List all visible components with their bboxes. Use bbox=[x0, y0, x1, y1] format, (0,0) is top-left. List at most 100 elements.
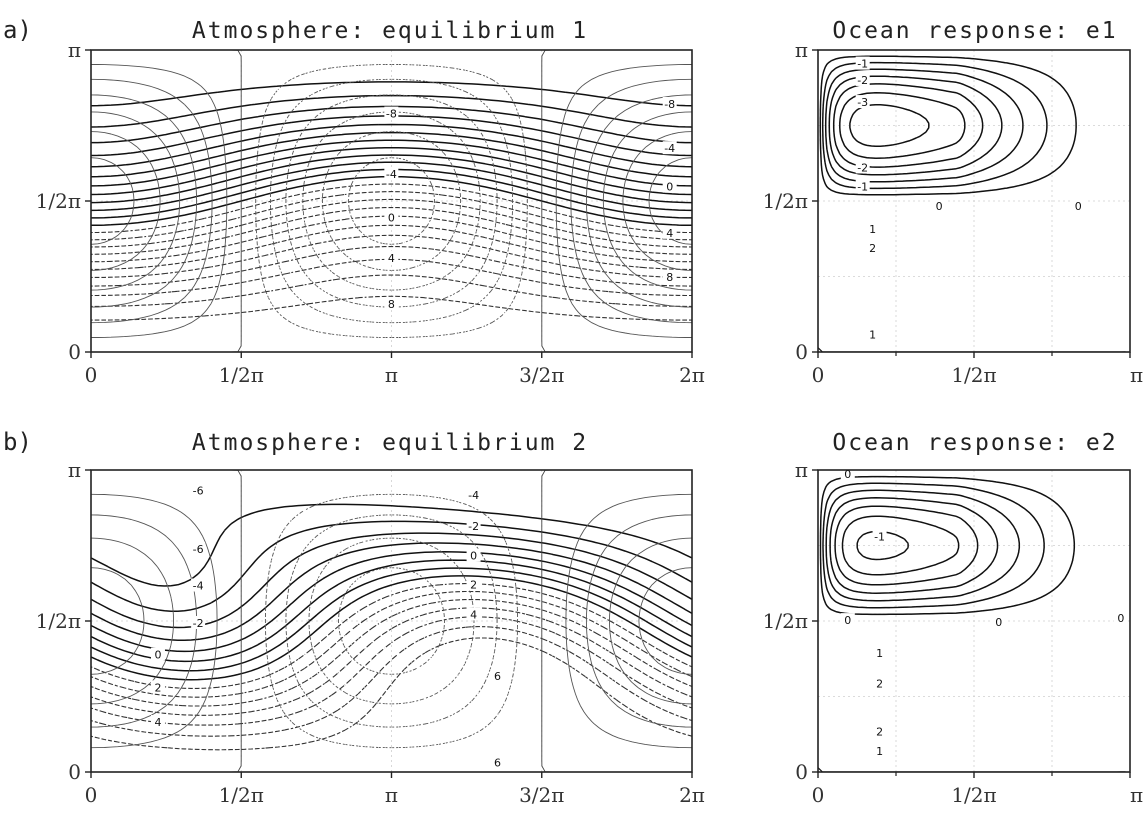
contour-line bbox=[91, 131, 692, 271]
contour-label: 0 bbox=[154, 649, 161, 662]
contour-line bbox=[91, 295, 692, 321]
contour-line bbox=[91, 514, 692, 728]
contour-line bbox=[91, 532, 692, 629]
contour-label-bg bbox=[191, 615, 206, 629]
contour-line bbox=[91, 175, 692, 227]
contour-label: -2 bbox=[857, 161, 868, 174]
contour-label-bg bbox=[191, 483, 206, 497]
y-tick-label: π bbox=[68, 38, 81, 62]
contour-line bbox=[91, 94, 692, 308]
contour-line bbox=[255, 64, 528, 338]
contour-label: -2 bbox=[468, 520, 479, 533]
y-tick-label: 0 bbox=[68, 760, 81, 784]
contour-label: -4 bbox=[664, 142, 675, 155]
contour-line bbox=[91, 590, 692, 698]
contour-line bbox=[834, 505, 979, 586]
contours-a-atm bbox=[91, 50, 692, 352]
contour-line bbox=[91, 245, 692, 287]
contour-label: 1 bbox=[876, 647, 883, 660]
contour-line bbox=[308, 537, 475, 705]
contour-label: 0 bbox=[1117, 612, 1124, 625]
contour-label: 0 bbox=[1075, 200, 1082, 213]
contour-line bbox=[91, 607, 692, 716]
contour-line bbox=[822, 482, 1045, 609]
y-tick-label: 1/2π bbox=[36, 609, 81, 633]
contour-label-bg bbox=[1113, 611, 1128, 625]
contour-line bbox=[819, 55, 1077, 196]
contour-label: 4 bbox=[388, 252, 395, 265]
contour-label: 4 bbox=[666, 227, 673, 240]
x-tick-label: 0 bbox=[85, 783, 98, 807]
contour-label: -4 bbox=[193, 580, 204, 593]
y-tick-label: π bbox=[795, 458, 808, 482]
contour-label-bg bbox=[191, 578, 206, 592]
contour-line bbox=[91, 206, 692, 255]
contour-label-bg bbox=[384, 106, 399, 120]
contour-label-bg bbox=[855, 72, 870, 86]
contour-line bbox=[91, 274, 692, 307]
contour-label-bg bbox=[466, 577, 481, 591]
contour-label-bg bbox=[466, 548, 481, 562]
contour-label: -2 bbox=[193, 617, 204, 630]
contour-label-bg bbox=[662, 225, 677, 239]
contour-label: 2 bbox=[470, 579, 477, 592]
contour-label-bg bbox=[840, 613, 855, 627]
plot-area-a-atm: 0 1/2π π 3/2π 2π 0 1/2π π -8 -4 0 4 8 -8 -4 0 4 8 bbox=[36, 38, 705, 387]
plot-frame bbox=[817, 469, 1131, 773]
contour-label: 1 bbox=[869, 329, 876, 342]
contour-label: -3 bbox=[857, 96, 868, 109]
contour-line bbox=[91, 598, 692, 707]
contour-line bbox=[338, 567, 445, 675]
chart-a-atm-title: Atmosphere: equilibrium 1 bbox=[192, 18, 588, 44]
contour-label-bg bbox=[466, 518, 481, 532]
contour-label-bg bbox=[872, 724, 887, 738]
contours-ocean bbox=[818, 475, 1126, 772]
contour-label-bg bbox=[1071, 198, 1086, 212]
contour-line bbox=[91, 567, 692, 675]
contour-label-bg bbox=[490, 755, 505, 769]
contour-label: 4 bbox=[470, 608, 477, 621]
y-tick-label: 0 bbox=[795, 340, 808, 364]
contour-line bbox=[264, 493, 519, 749]
contour-label-bg bbox=[855, 56, 870, 70]
contour-line bbox=[841, 515, 960, 576]
contour-line bbox=[91, 161, 692, 212]
contour-label: 8 bbox=[388, 298, 395, 311]
contour-line bbox=[91, 559, 692, 663]
contour-line bbox=[91, 64, 692, 338]
contour-label-bg bbox=[872, 645, 887, 659]
contour-label-bg bbox=[384, 250, 399, 264]
contour-line bbox=[91, 191, 692, 241]
contour-label: 0 bbox=[388, 211, 395, 224]
contour-label: -1 bbox=[874, 530, 885, 543]
contour-line bbox=[91, 258, 692, 297]
contour-label-bg bbox=[384, 210, 399, 224]
contour-label: -4 bbox=[386, 168, 397, 181]
contour-label-bg bbox=[991, 615, 1006, 629]
contour-label: 4 bbox=[154, 716, 161, 729]
x-tick-label: 1/2π bbox=[219, 783, 264, 807]
contour-line bbox=[825, 489, 1021, 602]
contour-line bbox=[839, 92, 966, 159]
y-tick-label: 1/2π bbox=[763, 609, 808, 633]
contour-label-bg bbox=[865, 241, 880, 255]
contour-line bbox=[828, 75, 1003, 176]
contour-line bbox=[91, 123, 692, 168]
y-tick-label: 0 bbox=[68, 340, 81, 364]
contour-label: 1 bbox=[876, 745, 883, 758]
contour-label-bg bbox=[662, 179, 677, 193]
contour-label: 0 bbox=[995, 616, 1002, 629]
x-tick-label: π bbox=[1130, 783, 1143, 807]
contour-label: 2 bbox=[876, 678, 883, 691]
contour-label-bg bbox=[490, 668, 505, 682]
contour-line bbox=[285, 514, 498, 728]
contour-line bbox=[91, 234, 692, 279]
contour-label-bg bbox=[872, 676, 887, 690]
contour-line bbox=[91, 520, 692, 612]
contour-line bbox=[269, 78, 514, 324]
contour-line bbox=[91, 78, 692, 324]
x-tick-label: 1/2π bbox=[219, 363, 264, 387]
plot-frame bbox=[90, 49, 693, 353]
